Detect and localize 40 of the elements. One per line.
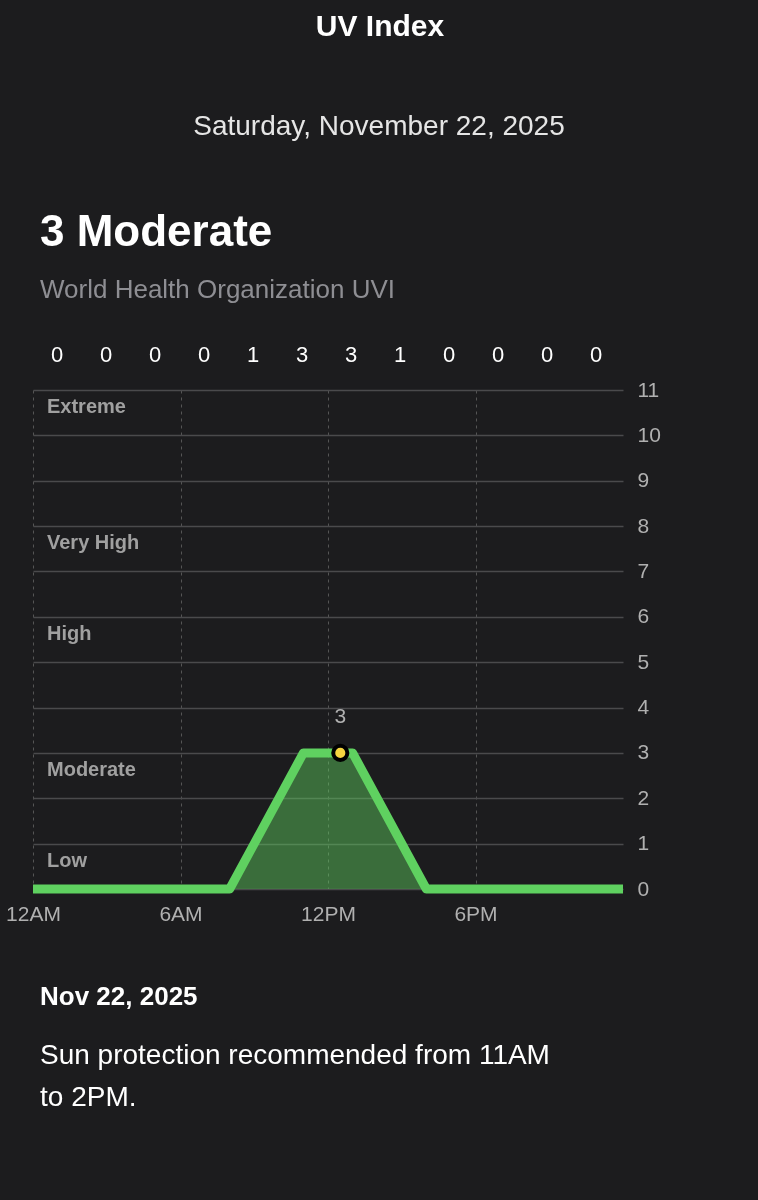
y-tick-label: 3 xyxy=(637,740,650,764)
y-tick-label: 7 xyxy=(637,558,650,582)
y-tick-label: 2 xyxy=(637,785,650,809)
annotation: Extreme xyxy=(47,395,126,417)
text: 0 xyxy=(197,342,211,367)
text: Sun protection recommended from 11AM to 2PM. xyxy=(40,1039,550,1112)
y-tick-label: 5 xyxy=(637,649,650,673)
y-tick-label: 11 xyxy=(637,377,660,401)
annotation: Very High xyxy=(47,531,140,553)
chart-title: UV Index xyxy=(315,9,445,42)
x-tick-label: 12PM xyxy=(301,901,356,925)
x-tick-label: 6PM xyxy=(454,901,498,925)
text: 0 xyxy=(99,342,113,367)
text: 0 xyxy=(540,342,554,367)
data-label: 3 xyxy=(334,703,347,727)
y-tick-label: 9 xyxy=(637,468,650,492)
annotation: High xyxy=(47,622,92,644)
text: 0 xyxy=(148,342,162,367)
y-tick-label: 8 xyxy=(637,513,650,537)
text: 0 xyxy=(491,342,505,367)
text: World Health Organization UVI xyxy=(40,274,396,304)
text: 3 Moderate xyxy=(40,206,273,255)
text: 1 xyxy=(246,342,260,367)
y-tick-label: 4 xyxy=(637,695,650,719)
text: 0 xyxy=(589,342,603,367)
y-tick-label: 0 xyxy=(637,876,650,900)
x-tick-label: 12AM xyxy=(6,901,61,925)
text: 0 xyxy=(50,342,64,367)
y-tick-label: 1 xyxy=(637,831,650,855)
x-tick-label: 6AM xyxy=(159,901,203,925)
text: 0 xyxy=(442,342,456,367)
annotation: Moderate xyxy=(47,758,136,780)
y-tick-label: 6 xyxy=(637,604,650,628)
y-tick-label: 10 xyxy=(637,422,661,446)
chart-subtitle: Saturday, November 22, 2025 xyxy=(193,110,565,141)
text: 3 xyxy=(295,342,309,367)
annotation: Low xyxy=(47,849,88,871)
text: Nov 22, 2025 xyxy=(40,981,198,1011)
text: 3 xyxy=(344,342,358,367)
text: 1 xyxy=(393,342,407,367)
